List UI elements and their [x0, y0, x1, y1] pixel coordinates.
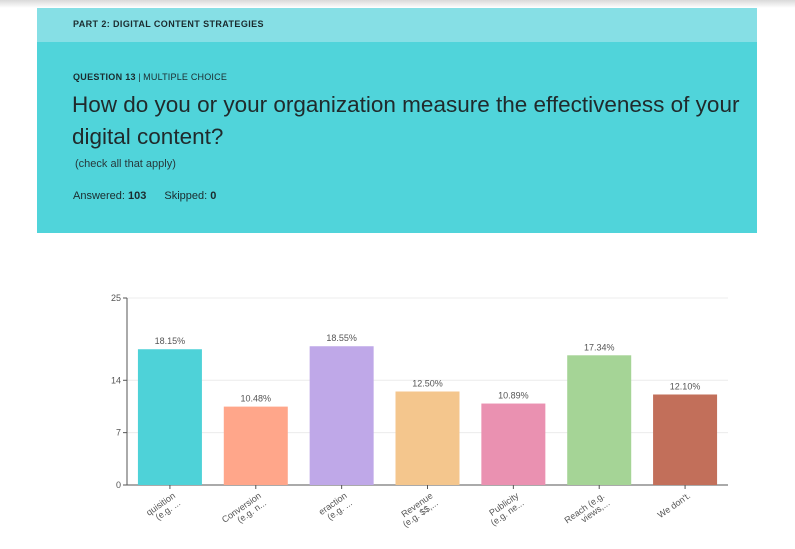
- y-tick-label: 25: [111, 293, 121, 303]
- data-label: 18.55%: [326, 333, 357, 343]
- data-label: 10.89%: [498, 391, 529, 401]
- question-meta: QUESTION 13 | MULTIPLE CHOICE: [73, 72, 227, 82]
- bar: [395, 391, 460, 485]
- bar: [137, 349, 202, 485]
- skipped-label: Skipped:: [164, 190, 211, 202]
- data-label: 18.15%: [155, 336, 186, 346]
- part-banner: PART 2: DIGITAL CONTENT STRATEGIES: [37, 8, 757, 42]
- x-tick-label: Publicity(e.g. ne...: [484, 490, 526, 528]
- bar: [567, 355, 632, 485]
- x-tick-label: Reach (e.g.views,...: [563, 490, 612, 532]
- question-type: MULTIPLE CHOICE: [143, 72, 228, 82]
- bar: [309, 346, 374, 485]
- y-tick-label: 14: [111, 375, 121, 385]
- y-tick-label: 0: [116, 480, 121, 490]
- bar: [223, 406, 288, 485]
- answered-count: 103: [128, 190, 147, 202]
- x-tick-label: eraction(e.g. ...: [317, 490, 354, 524]
- data-label: 12.50%: [412, 379, 443, 389]
- y-tick-label: 7: [116, 428, 121, 438]
- question-note: (check all that apply): [75, 158, 176, 170]
- x-tick-label: Conversion(e.g. n...: [220, 490, 268, 532]
- x-tick-label: Revenue(e.g. $$,...: [396, 490, 440, 529]
- part-title: PART 2: DIGITAL CONTENT STRATEGIES: [73, 19, 264, 29]
- bar: [481, 403, 546, 485]
- data-label: 17.34%: [584, 342, 615, 352]
- question-number: QUESTION 13: [73, 72, 136, 82]
- x-tick-label: We don't.: [656, 490, 693, 520]
- answered-label: Answered:: [73, 190, 129, 202]
- bar: [653, 394, 718, 485]
- data-label: 12.10%: [670, 381, 701, 391]
- skipped-count: 0: [210, 190, 217, 202]
- data-label: 10.48%: [241, 394, 272, 404]
- response-stats: Answered: 103 Skipped: 0: [73, 190, 216, 202]
- x-tick-label: quisition(e.g. ...: [144, 490, 182, 525]
- meta-separator: |: [135, 72, 144, 82]
- question-text: How do you or your organization measure …: [72, 92, 740, 149]
- top-shadow: [0, 0, 795, 8]
- question-panel: QUESTION 13 | MULTIPLE CHOICE How do you…: [37, 42, 757, 233]
